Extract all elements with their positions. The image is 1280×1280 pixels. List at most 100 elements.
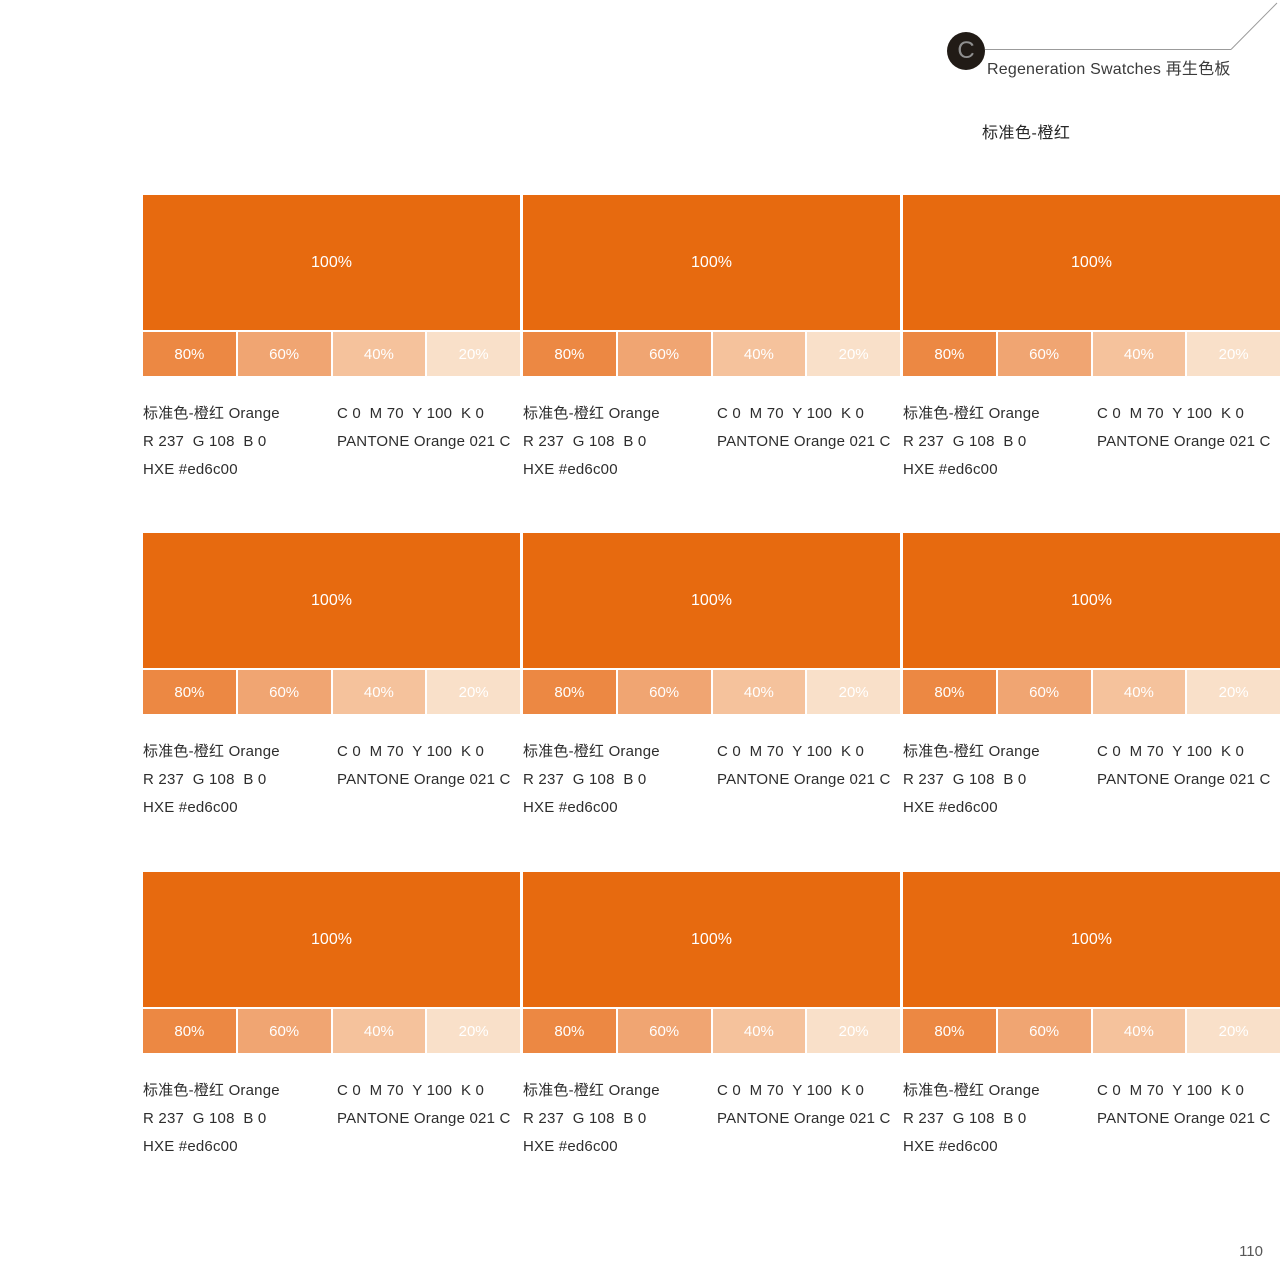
swatch-100-block: 100% [523,872,900,1007]
cmyk-value-label: C 0 M 70 Y 100 K 0 [337,743,485,760]
swatch-20-block: 20% [427,332,520,376]
swatch-80-label: 80% [554,345,585,363]
swatch-40-label: 40% [1123,345,1154,363]
color-spec-right-column: C 0 M 70 Y 100 K 0 PANTONE Orange 021 C [1097,400,1280,484]
rgb-value-label: R 237 G 108 B 0 [903,1110,1027,1127]
swatch-100-label: 100% [1071,591,1112,609]
cmyk-value-label: C 0 M 70 Y 100 K 0 [717,1082,865,1099]
swatch-80-block: 80% [143,332,236,376]
swatch-100-label: 100% [1071,253,1112,271]
swatch-100-label: 100% [691,930,732,948]
rgb-value-label: R 237 G 108 B 0 [903,771,1027,788]
color-spec-left-column: 标准色-橙红 Orange R 237 G 108 B 0 HXE #ed6c0… [143,1077,337,1161]
logo-letter-c: C [957,37,975,64]
color-spec-block: 标准色-橙红 Orange R 237 G 108 B 0 HXE #ed6c0… [523,738,900,822]
color-spec-right-column: C 0 M 70 Y 100 K 0 PANTONE Orange 021 C [717,738,900,822]
swatch-80-label: 80% [174,683,205,701]
color-spec-right-column: C 0 M 70 Y 100 K 0 PANTONE Orange 021 C [1097,1077,1280,1161]
corner-decoration-line [985,2,1278,50]
color-name-label: 标准色-橙红 Orange [903,1082,1040,1099]
swatch-20-block: 20% [1187,332,1280,376]
swatch-60-label: 60% [649,345,680,363]
color-spec-left-column: 标准色-橙红 Orange R 237 G 108 B 0 HXE #ed6c0… [903,400,1097,484]
swatch-40-block: 40% [332,1009,426,1053]
color-spec-left-column: 标准色-橙红 Orange R 237 G 108 B 0 HXE #ed6c0… [523,738,717,822]
swatch-100-block: 100% [903,872,1280,1007]
tint-strip-row: 80% 60% 40% 20% [523,1009,900,1053]
swatch-80-block: 80% [523,332,616,376]
swatch-20-label: 20% [1218,683,1249,701]
tint-strip-row: 80% 60% 40% 20% [523,332,900,376]
swatch-60-block: 60% [617,670,711,714]
swatch-80-block: 80% [903,332,996,376]
swatch-100-block: 100% [903,195,1280,330]
rgb-value-label: R 237 G 108 B 0 [523,771,647,788]
swatch-80-block: 80% [143,1009,236,1053]
swatch-60-label: 60% [269,345,300,363]
swatch-60-block: 60% [997,1009,1091,1053]
cmyk-value-label: C 0 M 70 Y 100 K 0 [717,743,865,760]
color-spec-block: 标准色-橙红 Orange R 237 G 108 B 0 HXE #ed6c0… [903,400,1280,484]
swatch-40-block: 40% [1092,332,1186,376]
rgb-value-label: R 237 G 108 B 0 [903,433,1027,450]
page-number: 110 [1239,1243,1263,1260]
hex-value-label: HXE #ed6c00 [523,799,618,816]
rgb-value-label: R 237 G 108 B 0 [523,433,647,450]
swatch-20-label: 20% [1218,1022,1249,1040]
swatch-60-block: 60% [997,670,1091,714]
cmyk-value-label: C 0 M 70 Y 100 K 0 [1097,405,1245,422]
swatch-40-label: 40% [363,1022,394,1040]
swatch-80-block: 80% [523,1009,616,1053]
tint-strip-row: 80% 60% 40% 20% [143,1009,520,1053]
tint-strip-row: 80% 60% 40% 20% [903,332,1280,376]
rgb-value-label: R 237 G 108 B 0 [143,771,267,788]
swatch-40-label: 40% [363,683,394,701]
swatch-40-block: 40% [712,1009,806,1053]
swatch-60-block: 60% [237,332,331,376]
swatch-100-block: 100% [143,872,520,1007]
swatch-60-block: 60% [997,332,1091,376]
swatch-40-label: 40% [743,345,774,363]
swatch-40-block: 40% [1092,1009,1186,1053]
swatch-group: 100% 80% 60% 40% 20% 标准色-橙红 Orange R 237… [903,533,1280,822]
color-name-label: 标准色-橙红 Orange [903,743,1040,760]
color-spec-left-column: 标准色-橙红 Orange R 237 G 108 B 0 HXE #ed6c0… [143,400,337,484]
color-spec-left-column: 标准色-橙红 Orange R 237 G 108 B 0 HXE #ed6c0… [523,400,717,484]
swatch-80-label: 80% [174,345,205,363]
rgb-value-label: R 237 G 108 B 0 [143,433,267,450]
color-name-label: 标准色-橙红 Orange [523,743,660,760]
color-spec-block: 标准色-橙红 Orange R 237 G 108 B 0 HXE #ed6c0… [903,1077,1280,1161]
swatch-100-label: 100% [311,591,352,609]
color-name-label: 标准色-橙红 Orange [903,405,1040,422]
swatch-group: 100% 80% 60% 40% 20% 标准色-橙红 Orange R 237… [903,872,1280,1161]
swatch-row: 100% 80% 60% 40% 20% 标准色-橙红 Orange R 237… [143,872,1280,1161]
pantone-value-label: PANTONE Orange 021 C [1097,433,1271,450]
tint-strip-row: 80% 60% 40% 20% [903,1009,1280,1053]
pantone-value-label: PANTONE Orange 021 C [337,771,511,788]
swatch-20-block: 20% [427,1009,520,1053]
pantone-value-label: PANTONE Orange 021 C [1097,1110,1271,1127]
swatch-100-block: 100% [143,533,520,668]
tint-strip-row: 80% 60% 40% 20% [143,332,520,376]
swatch-40-block: 40% [332,670,426,714]
color-spec-left-column: 标准色-橙红 Orange R 237 G 108 B 0 HXE #ed6c0… [143,738,337,822]
color-spec-block: 标准色-橙红 Orange R 237 G 108 B 0 HXE #ed6c0… [523,1077,900,1161]
tint-strip-row: 80% 60% 40% 20% [523,670,900,714]
swatch-100-block: 100% [523,533,900,668]
section-subtitle: 标准色-橙红 [982,125,1071,142]
color-name-label: 标准色-橙红 Orange [523,405,660,422]
color-name-label: 标准色-橙红 Orange [143,1082,280,1099]
pantone-value-label: PANTONE Orange 021 C [1097,771,1271,788]
color-spec-right-column: C 0 M 70 Y 100 K 0 PANTONE Orange 021 C [337,1077,520,1161]
swatch-20-block: 20% [1187,670,1280,714]
color-spec-left-column: 标准色-橙红 Orange R 237 G 108 B 0 HXE #ed6c0… [903,1077,1097,1161]
swatch-group: 100% 80% 60% 40% 20% 标准色-橙红 Orange R 237… [523,872,900,1161]
swatch-40-block: 40% [332,332,426,376]
swatch-60-label: 60% [269,683,300,701]
swatch-60-label: 60% [649,1022,680,1040]
swatch-20-label: 20% [1218,345,1249,363]
swatch-40-block: 40% [712,670,806,714]
color-spec-left-column: 标准色-橙红 Orange R 237 G 108 B 0 HXE #ed6c0… [523,1077,717,1161]
color-spec-right-column: C 0 M 70 Y 100 K 0 PANTONE Orange 021 C [717,400,900,484]
